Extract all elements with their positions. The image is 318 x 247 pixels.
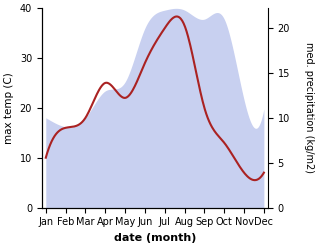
Y-axis label: max temp (C): max temp (C) (4, 72, 14, 144)
X-axis label: date (month): date (month) (114, 233, 196, 243)
Y-axis label: med. precipitation (kg/m2): med. precipitation (kg/m2) (304, 42, 314, 173)
